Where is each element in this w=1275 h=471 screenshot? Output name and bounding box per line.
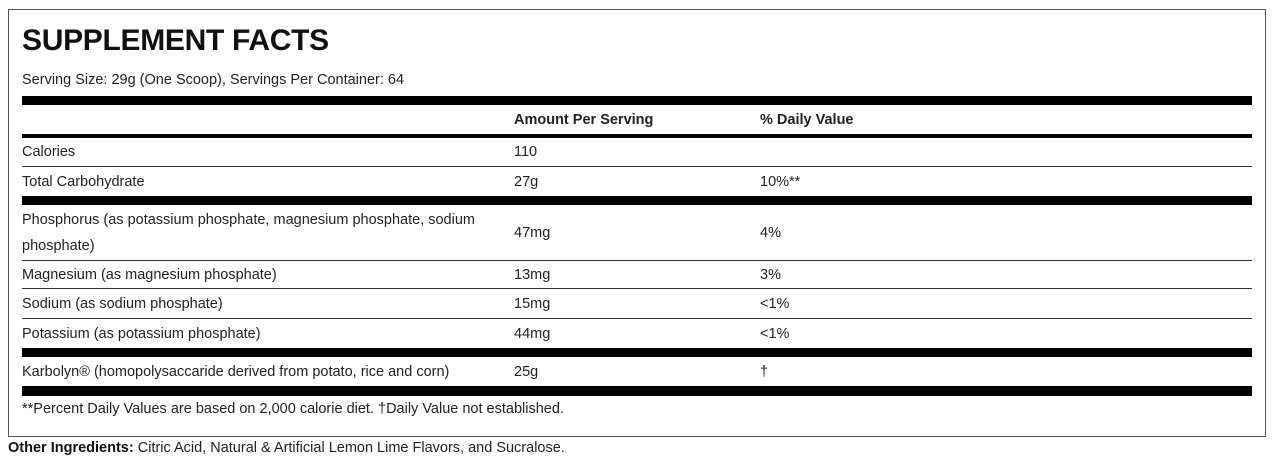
table-row: Sodium (as sodium phosphate) 15mg <1% [22,289,1252,319]
table-cell: Calories [22,144,76,160]
table-cell: 15mg [514,295,551,312]
table-cell: 25g [514,363,539,380]
table-row: Total Carbohydrate 27g 10%** [22,167,1252,205]
table-cell: Phosphorus (as potassium phosphate, magn… [22,211,475,254]
table-row: Magnesium (as magnesium phosphate) 13mg 3% [22,261,1252,289]
header-cell: % Daily Value [760,111,854,128]
table-row: Potassium (as potassium phosphate) 44mg <1… [22,319,1252,357]
table-cell: Magnesium (as magnesium phosphate) [22,266,277,283]
table-cell: 27g [514,173,539,190]
table-cell: Karbolyn® (homopolysaccaride derived fro… [22,363,450,380]
label: Other Ingredients: [8,440,134,456]
title: SUPPLEMENT FACTS [22,24,329,57]
table-row: Karbolyn® (homopolysaccaride derived fro… [22,357,1252,396]
other-ingredients: Other Ingredients: Citric Acid, Natural … [8,440,565,456]
table-cell: 110 [514,144,538,160]
facts-table: Amount Per Serving % Daily Value Calorie… [22,96,1252,396]
table-cell: <1% [760,295,790,312]
table-cell: Total Carbohydrate [22,173,145,190]
header-cell: Amount Per Serving [514,111,654,128]
table-cell: 10%** [760,173,801,190]
table-cell: 47mg [514,224,551,241]
text: Citric Acid, Natural & Artificial Lemon … [137,440,565,456]
facts-panel: SUPPLEMENT FACTS Serving Size: 29g (One … [8,9,1266,437]
table-cell: Sodium (as sodium phosphate) [22,295,223,312]
header-row: Amount Per Serving % Daily Value [22,96,1252,138]
table-cell: 3% [760,266,781,283]
table-cell: 13mg [514,266,551,283]
footnote: **Percent Daily Values are based on 2,00… [22,401,564,417]
table-row: Calories 110 [22,138,1252,167]
table-row: Phosphorus (as potassium phosphate, magn… [22,205,1252,261]
table-cell: † [760,363,769,380]
table-cell: Potassium (as potassium phosphate) [22,325,261,342]
table-cell: 4% [760,224,781,241]
table-cell: 44mg [514,325,551,342]
table-cell: <1% [760,325,790,342]
serving-info: Serving Size: 29g (One Scoop), Servings … [22,72,405,88]
